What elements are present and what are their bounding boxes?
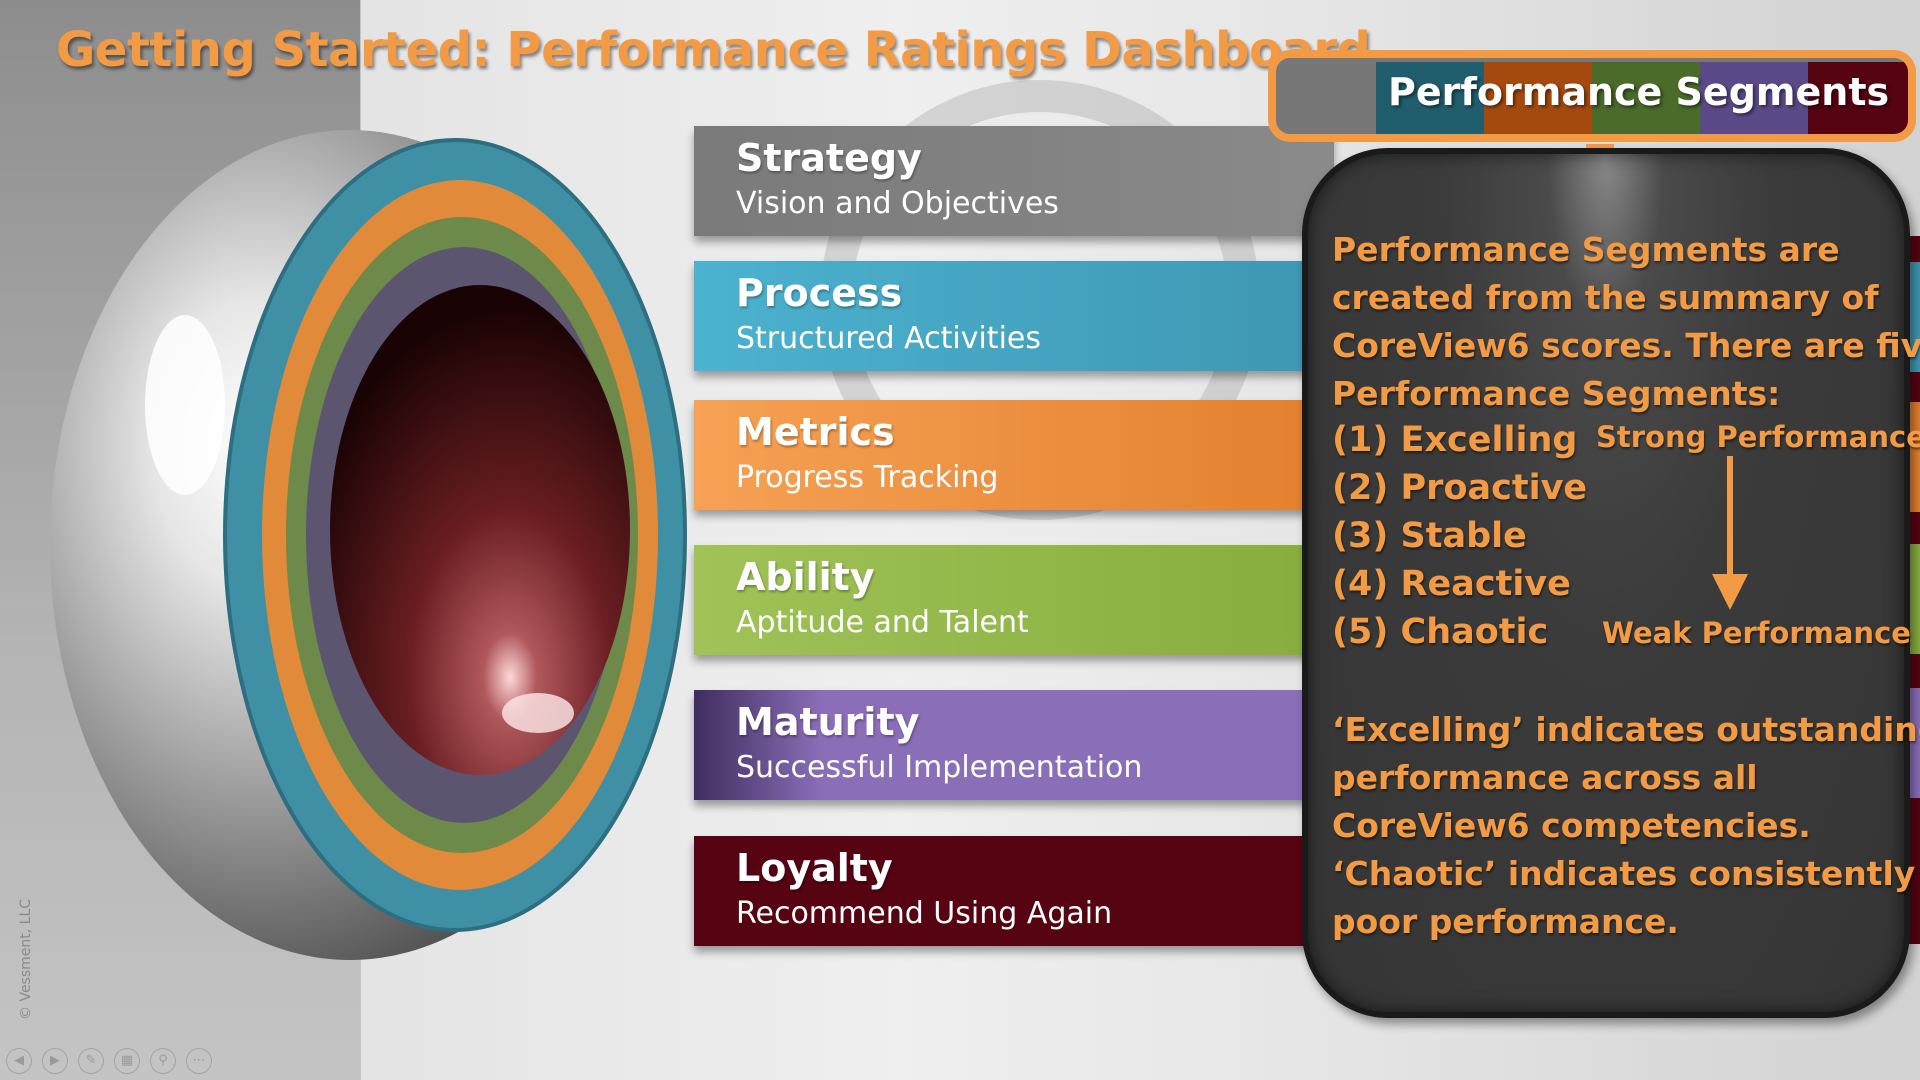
slides-icon[interactable]: ▦	[114, 1048, 140, 1074]
bar-strategy: Strategy Vision and Objectives	[694, 126, 1334, 236]
segment-color-4	[1700, 62, 1808, 134]
bar-subtitle: Aptitude and Talent	[736, 605, 1029, 640]
segment-color-strip	[1376, 62, 1908, 134]
weak-performance-label: Weak Performance	[1602, 616, 1911, 650]
core-highlight	[502, 693, 574, 733]
bar-title: Process	[736, 271, 903, 315]
info-outro-line: CoreView6 competencies.	[1332, 806, 1811, 845]
cutaway-sphere-graphic	[50, 130, 687, 960]
bar-title: Maturity	[736, 700, 920, 744]
info-outro-line: ‘Chaotic’ indicates consistently	[1332, 854, 1916, 893]
strong-performance-label: Strong Performance	[1596, 420, 1920, 454]
segment-item: (2) Proactive	[1332, 468, 1588, 508]
bar-ability: Ability Aptitude and Talent	[694, 545, 1334, 655]
segment-item: (5) Chaotic	[1332, 612, 1549, 652]
segment-color-2	[1484, 62, 1592, 134]
bar-title: Loyalty	[736, 846, 893, 890]
bar-process: Process Structured Activities	[694, 261, 1334, 371]
bar-maturity: Maturity Successful Implementation	[694, 690, 1334, 800]
page-title: Getting Started: Performance Ratings Das…	[56, 22, 1371, 78]
bar-title: Ability	[736, 555, 875, 599]
arrow-down-icon	[1712, 456, 1748, 610]
info-intro-line: CoreView6 scores. There are five	[1332, 326, 1920, 365]
segment-color-1	[1376, 62, 1484, 134]
info-outro-line: performance across all	[1332, 758, 1758, 797]
info-intro-line: Performance Segments are	[1332, 230, 1840, 269]
info-panel	[1302, 148, 1910, 1018]
performance-segments-header: Performance Segments	[1268, 50, 1916, 142]
back-icon[interactable]: ◀	[6, 1048, 32, 1074]
bar-subtitle: Recommend Using Again	[736, 896, 1113, 931]
bar-title: Strategy	[736, 136, 922, 180]
zoom-icon[interactable]: ⚲	[150, 1048, 176, 1074]
segment-item: (3) Stable	[1332, 516, 1527, 556]
info-outro-line: poor performance.	[1332, 902, 1679, 941]
segment-color-5	[1808, 62, 1908, 134]
bar-title: Metrics	[736, 410, 895, 454]
bar-metrics: Metrics Progress Tracking	[694, 400, 1334, 510]
more-icon[interactable]: ⋯	[186, 1048, 212, 1074]
bar-subtitle: Vision and Objectives	[736, 186, 1059, 221]
segments-header-label: Performance Segments	[1388, 70, 1890, 114]
copyright-notice: © Vessment, LLC	[18, 898, 34, 1020]
bar-subtitle: Progress Tracking	[736, 460, 999, 495]
info-intro-line: created from the summary of	[1332, 278, 1879, 317]
info-intro-line: Performance Segments:	[1332, 374, 1781, 413]
segment-color-3	[1592, 62, 1700, 134]
presentation-nav-controls: ◀ ▶ ✎ ▦ ⚲ ⋯	[6, 1048, 212, 1074]
bar-subtitle: Structured Activities	[736, 321, 1041, 356]
segment-item: (1) Excelling	[1332, 420, 1578, 460]
bar-loyalty: Loyalty Recommend Using Again	[694, 836, 1334, 946]
bar-subtitle: Successful Implementation	[736, 750, 1143, 785]
info-outro-line: ‘Excelling’ indicates outstanding	[1332, 710, 1920, 749]
shell-highlight	[145, 315, 225, 495]
core-hemisphere	[330, 285, 630, 775]
play-icon[interactable]: ▶	[42, 1048, 68, 1074]
segment-item: (4) Reactive	[1332, 564, 1571, 604]
pen-icon[interactable]: ✎	[78, 1048, 104, 1074]
